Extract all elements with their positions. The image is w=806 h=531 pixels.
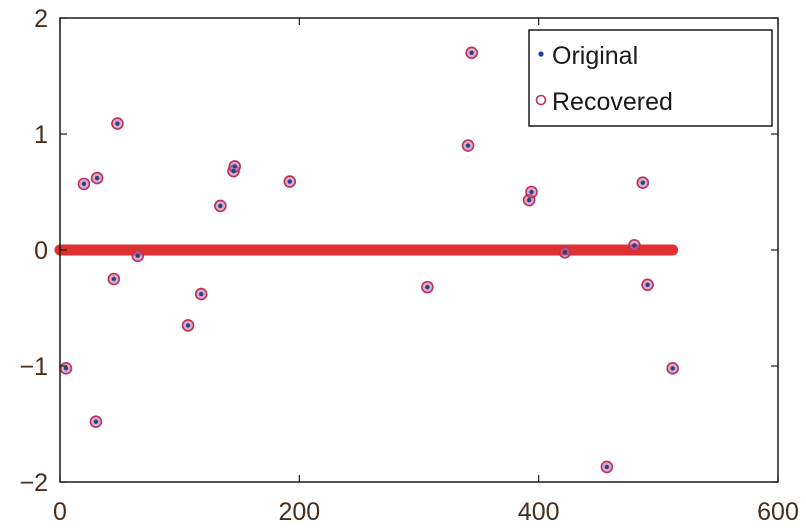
original-point [465,143,471,148]
original-point [81,181,87,187]
x-tick-label: 0 [53,498,67,526]
x-tick-label: 200 [278,498,320,526]
original-point [425,284,430,290]
original-point [232,164,237,169]
original-point [231,168,236,174]
legend: Original Recovered [528,29,773,127]
original-point [632,243,637,248]
original-point [93,419,99,424]
original-point [94,175,100,181]
legend-marker-original [538,51,544,57]
legend-label-original: Original [552,42,638,70]
original-point [529,189,534,195]
y-tick-label: 0 [34,237,48,265]
original-point [640,180,645,185]
original-point [135,253,140,258]
original-point [63,366,69,371]
legend-label-recovered: Recovered [552,88,673,116]
original-point [670,366,675,371]
y-tick-label: −2 [19,469,48,497]
original-point [469,50,474,55]
original-point [199,291,204,297]
original-point [645,282,650,287]
original-point [526,197,532,203]
original-point [287,179,292,184]
y-tick-label: 1 [34,121,48,149]
original-point [185,323,191,328]
original-point [111,276,117,282]
original-point [218,203,223,209]
x-tick-label: 600 [757,498,799,526]
original-point [115,121,120,126]
y-tick-label: 2 [34,5,48,33]
original-point [604,464,610,470]
original-point [562,250,568,255]
x-tick-label: 400 [518,498,560,526]
legend-box [528,29,773,127]
legend-marker-recovered [535,94,547,106]
y-tick-label: −1 [19,353,48,381]
